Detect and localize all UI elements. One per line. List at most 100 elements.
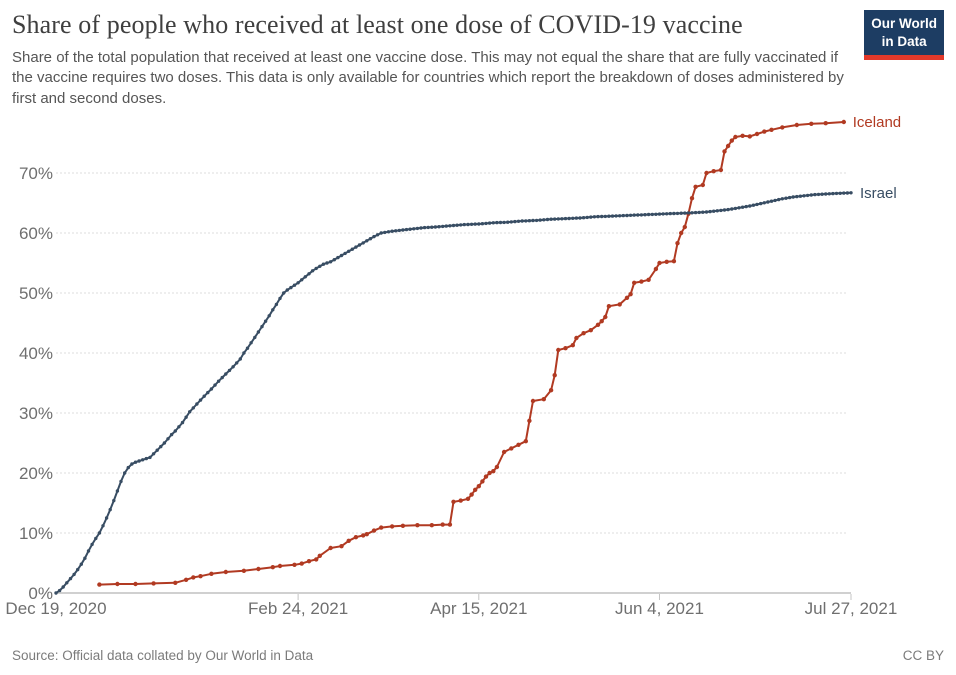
series-marker-israel: [484, 221, 488, 226]
series-marker-israel: [712, 209, 716, 214]
series-marker-iceland: [747, 134, 752, 139]
series-marker-israel: [401, 228, 405, 232]
series-marker-iceland: [339, 544, 344, 549]
series-marker-iceland: [483, 474, 489, 479]
series-marker-iceland: [632, 280, 637, 286]
series-marker-israel: [755, 202, 759, 207]
series-label-iceland[interactable]: Iceland: [853, 114, 901, 131]
series-marker-israel: [137, 459, 141, 463]
x-axis-label: Dec 19, 2020: [5, 599, 106, 618]
series-marker-israel: [198, 398, 203, 402]
series-marker-iceland: [371, 528, 377, 533]
series-marker-iceland: [256, 566, 261, 572]
series-marker-israel: [798, 194, 803, 199]
series-marker-israel: [144, 457, 148, 461]
series-marker-iceland: [628, 292, 633, 297]
series-marker-israel: [632, 213, 636, 217]
series-marker-iceland: [361, 533, 366, 538]
series-marker-israel: [708, 210, 712, 214]
series-marker-israel: [90, 542, 94, 547]
series-marker-israel: [455, 223, 459, 228]
series-marker-iceland: [657, 260, 662, 266]
series-marker-israel: [148, 455, 152, 460]
series-marker-iceland: [639, 279, 644, 284]
series-marker-iceland: [581, 331, 586, 336]
series-marker-israel: [784, 196, 788, 201]
series-marker-israel: [480, 222, 485, 226]
series-marker-israel: [318, 264, 322, 269]
series-label-israel[interactable]: Israel: [860, 185, 897, 202]
series-marker-israel: [581, 216, 586, 220]
series-marker-iceland: [679, 230, 684, 236]
series-marker-iceland: [223, 569, 228, 575]
series-marker-iceland: [314, 557, 319, 562]
series-marker-israel: [292, 283, 297, 288]
series-marker-israel: [173, 429, 177, 433]
series-marker-israel: [675, 211, 680, 216]
series-marker-israel: [802, 194, 806, 198]
series-marker-israel: [787, 196, 792, 200]
series-marker-israel: [737, 206, 741, 210]
series-marker-israel: [177, 425, 181, 429]
owid-logo[interactable]: Our World in Data: [864, 10, 944, 61]
series-marker-iceland: [664, 259, 669, 265]
series-marker-iceland: [328, 545, 333, 551]
series-marker-israel: [296, 281, 300, 285]
series-marker-iceland: [346, 538, 351, 544]
x-axis-label: Jul 27, 2021: [805, 599, 898, 618]
series-marker-israel: [491, 221, 495, 225]
series-marker-israel: [563, 217, 568, 221]
series-marker-iceland: [588, 328, 593, 333]
series-marker-iceland: [516, 442, 521, 448]
series-marker-israel: [386, 230, 391, 234]
series-marker-israel: [408, 227, 412, 232]
series-marker-israel: [646, 212, 651, 217]
series-marker-israel: [133, 460, 138, 465]
series-marker-iceland: [151, 581, 156, 586]
series-marker-israel: [506, 220, 510, 225]
page-title: Share of people who received at least on…: [12, 10, 743, 39]
series-marker-israel: [809, 193, 813, 197]
series-marker-israel: [596, 215, 600, 219]
series-marker-israel: [260, 325, 264, 329]
series-marker-israel: [227, 368, 232, 373]
series-marker-israel: [487, 221, 492, 225]
series-marker-israel: [162, 441, 167, 445]
series-marker-iceland: [353, 535, 359, 540]
series-marker-israel: [415, 226, 420, 231]
series-marker-israel: [516, 219, 521, 224]
series-marker-iceland: [682, 224, 687, 230]
series-marker-israel: [831, 192, 835, 196]
series-marker-israel: [780, 197, 784, 201]
series-marker-israel: [339, 253, 344, 258]
series-marker-israel: [654, 212, 658, 217]
series-marker-iceland: [429, 523, 434, 528]
series-marker-israel: [404, 228, 409, 232]
series-marker-israel: [795, 195, 799, 199]
license-link[interactable]: CC BY: [902, 648, 944, 664]
series-marker-israel: [444, 224, 448, 228]
series-marker-israel: [343, 251, 347, 256]
chart-footer: Source: Official data collated by Our Wo…: [0, 618, 956, 663]
series-marker-israel: [618, 214, 622, 218]
series-marker-israel: [68, 577, 73, 581]
series-marker-israel: [426, 225, 430, 230]
series-marker-israel: [607, 214, 611, 219]
owid-logo-line1: Our World: [871, 16, 937, 31]
series-marker-israel: [76, 568, 80, 572]
series-marker-israel: [690, 211, 694, 215]
series-marker-israel: [390, 229, 394, 234]
series-marker-israel: [419, 226, 423, 230]
series-marker-iceland: [133, 581, 138, 587]
series-marker-israel: [571, 216, 575, 221]
series-marker-israel: [513, 220, 517, 224]
y-axis-label: 50%: [19, 284, 53, 303]
y-axis-label: 40%: [19, 344, 53, 363]
series-marker-israel: [314, 266, 318, 271]
series-marker-israel: [104, 516, 109, 520]
series-marker-iceland: [689, 196, 695, 201]
series-marker-israel: [383, 230, 387, 235]
series-marker-israel: [166, 437, 170, 441]
series-marker-israel: [531, 218, 535, 223]
series-marker-iceland: [473, 487, 478, 493]
